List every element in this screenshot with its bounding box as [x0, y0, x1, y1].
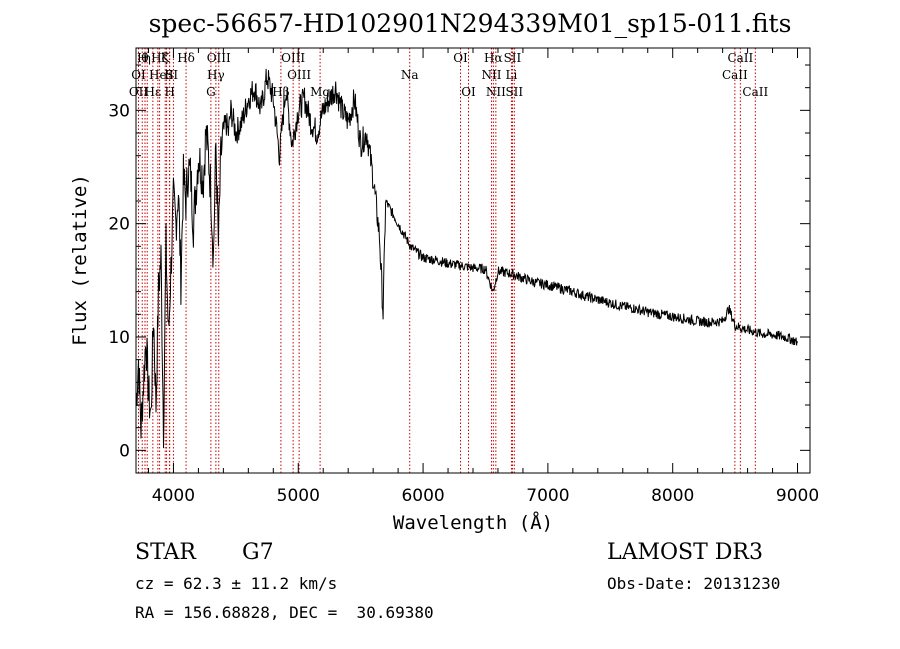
survey-name: LAMOST DR3: [607, 540, 763, 565]
axes-frame: [135, 47, 811, 474]
line-label-9-0: S: [165, 68, 173, 82]
line-label-14-0: Hγ: [207, 68, 225, 82]
x-tick-label-7000: 7000: [526, 486, 569, 506]
line-label-3-0: η: [144, 51, 151, 65]
line-label-12-0: Hδ: [177, 51, 195, 65]
y-axis-label: Flux (relative): [69, 174, 91, 346]
line-label-2-0: θ: [141, 51, 148, 65]
line-label-23-0: NII: [481, 68, 501, 82]
y-tick-label-30: 30: [108, 101, 130, 121]
line-label-1-0: H: [137, 51, 147, 65]
line-label-13-0: G: [206, 85, 216, 99]
object-subclass: G7: [242, 540, 274, 565]
line-label-29-0: CaII: [722, 68, 748, 82]
coordinates: RA = 156.68828, DEC = 30.69380: [135, 603, 434, 622]
line-label-4-0: Hε: [145, 85, 162, 99]
x-tick-label-6000: 6000: [401, 486, 444, 506]
line-label-8-0: I: [164, 68, 169, 82]
line-label-22-0: OI: [461, 85, 476, 99]
line-label-11-0: II: [169, 68, 179, 82]
line-label-5-0: He: [149, 68, 167, 82]
spectral-line-labels: OIOIIHθηHεHeHζKISHIIHδGHγOIIIHβOIIIOIIIM…: [129, 51, 769, 99]
chart-title: spec-56657-HD102901N294339M01_sp15-011.f…: [149, 9, 792, 38]
line-label-0-0: OI: [131, 68, 146, 82]
spectrum-line: [135, 68, 798, 449]
line-label-20-0: Na: [401, 68, 419, 82]
y-axis-ticks: 0 10 20 30: [108, 64, 810, 461]
line-label-24-0: Hα: [484, 51, 503, 65]
y-tick-label-0: 0: [119, 441, 130, 461]
observation-date: Obs-Date: 20131230: [607, 574, 781, 593]
line-label-16-0: Hβ: [272, 85, 289, 99]
y-tick-label-10: 10: [108, 328, 130, 348]
x-tick-label-8000: 8000: [651, 486, 694, 506]
x-axis-label: Wavelength (Å): [393, 511, 553, 534]
x-axis-ticks: 4000 5000 6000 7000 8000 9000: [147, 48, 819, 506]
line-label-27-0: SII: [504, 51, 522, 65]
line-label-31-0: CaII: [742, 85, 768, 99]
x-tick-label-4000: 4000: [152, 486, 195, 506]
line-label-25-0: NII: [486, 85, 506, 99]
x-tick-label-5000: 5000: [277, 486, 320, 506]
object-class: STAR: [135, 540, 196, 565]
line-label-19-0: Mg: [310, 85, 330, 99]
y-tick-label-20: 20: [108, 215, 130, 235]
line-label-7-0: K: [161, 51, 171, 65]
line-label-0-1: OII: [129, 85, 149, 99]
line-label-18-0: OIII: [287, 68, 311, 82]
line-label-28-0: SII: [505, 85, 523, 99]
spectral-line-markers: [137, 48, 756, 473]
line-label-21-0: OI: [453, 51, 468, 65]
x-tick-label-9000: 9000: [776, 486, 819, 506]
line-label-30-0: CaII: [727, 51, 753, 65]
line-label-26-0: Li: [506, 68, 518, 82]
line-label-10-0: H: [164, 85, 174, 99]
line-label-15-0: OIII: [207, 51, 231, 65]
line-label-17-0: OIII: [281, 51, 305, 65]
line-label-6-0: Hζ: [151, 51, 168, 65]
redshift-cz: cz = 62.3 ± 11.2 km/s: [135, 574, 338, 593]
